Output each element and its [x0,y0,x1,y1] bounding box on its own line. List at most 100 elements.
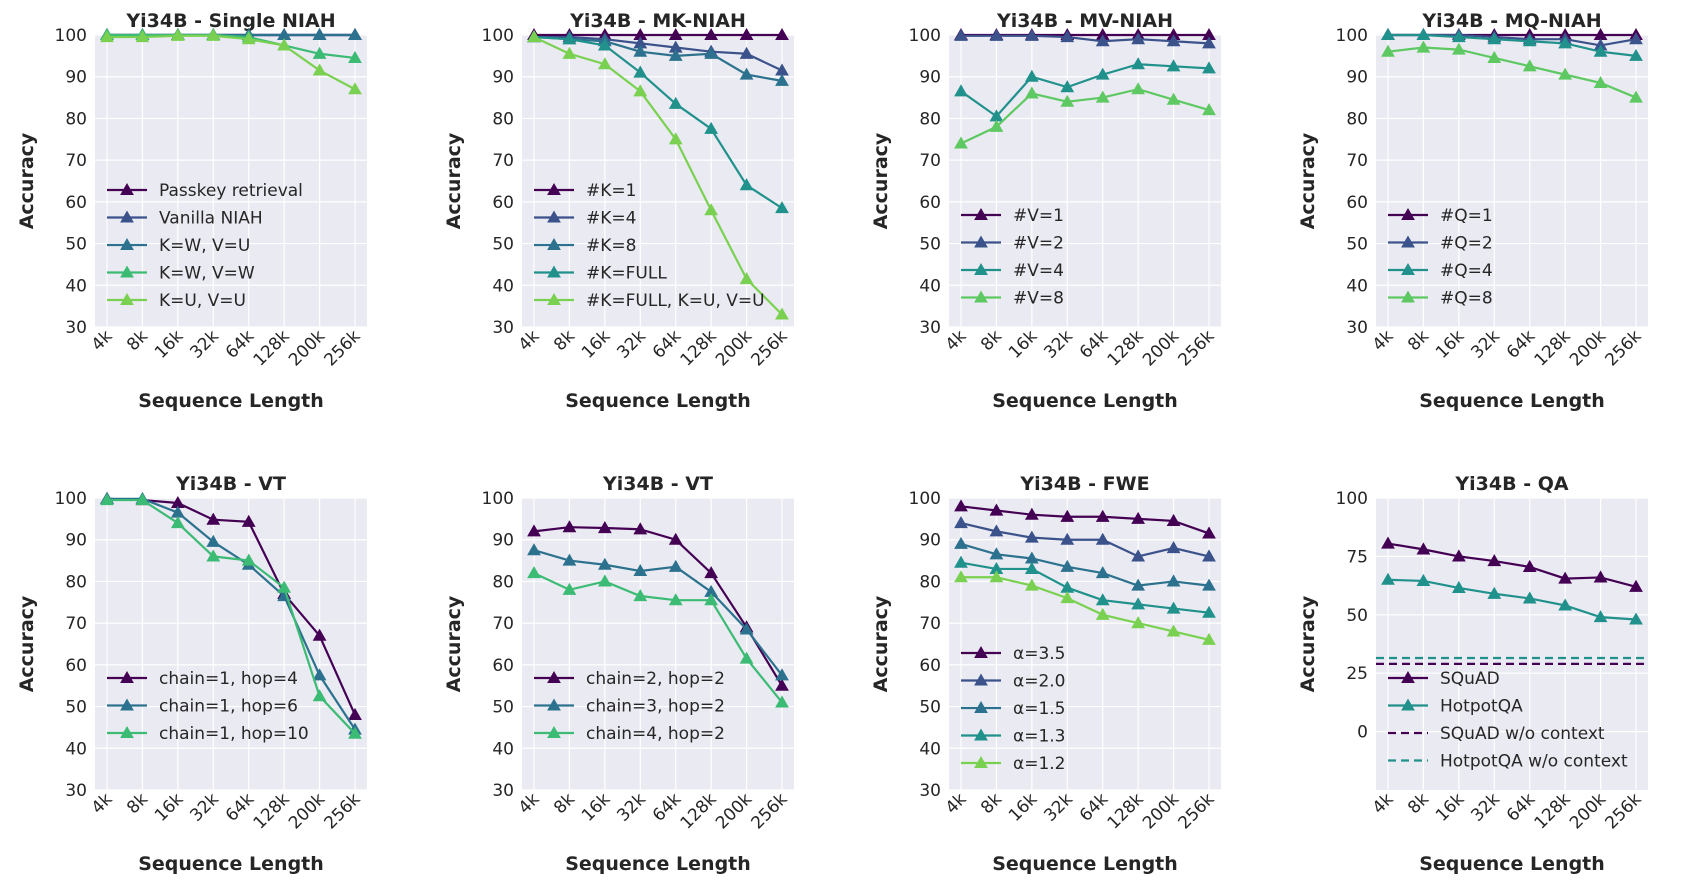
data-point [597,521,612,534]
y-tick-label: 60 [492,656,514,676]
y-tick-label: 25 [1346,664,1368,684]
plot-area [1376,35,1648,327]
data-point [277,580,292,593]
data-point [1095,90,1110,103]
data-point [1487,32,1502,45]
legend-label: chain=1, hop=10 [159,724,309,744]
data-point [1024,561,1039,574]
y-tick-label: 80 [919,109,941,129]
x-tick-label: 16k [1432,789,1469,826]
legend-entry: K=U, V=U [107,291,246,311]
y-tick-label: 30 [65,318,87,338]
x-tick-label: 16k [578,326,615,363]
data-point [1095,566,1110,579]
series-5 [954,570,1216,645]
data-point [1593,570,1608,583]
data-point [348,27,362,41]
series-line [961,576,1210,641]
legend-marker [1401,698,1415,711]
legend-entry: α=3.5 [961,644,1066,664]
legend-label: #V=1 [1013,206,1064,226]
y-tick-label: 40 [65,276,87,296]
series-2 [1381,572,1643,625]
legend-label: #K=4 [586,209,636,229]
data-point [1416,573,1431,586]
series-3 [954,536,1216,591]
data-point [775,695,789,708]
data-point [668,96,683,109]
chart-title: Yi34B - Single NIAH [125,10,335,32]
y-tick-label: 60 [65,656,87,676]
y-tick-label: 60 [1346,193,1368,213]
x-tick-label: 200k [1566,326,1610,370]
x-tick-label: 16k [1005,326,1042,363]
legend-entry: chain=2, hop=2 [534,669,725,689]
data-point [312,27,327,41]
series-4 [954,82,1216,149]
legend-marker [120,210,134,223]
series-2 [954,28,1216,49]
legend-marker [974,755,988,769]
legend-label: #K=FULL [586,264,667,284]
y-tick-label: 60 [919,656,941,676]
x-axis-label: Sequence Length [1419,853,1605,875]
legend-marker [547,265,561,278]
data-point [1593,610,1608,623]
legend-marker [120,237,134,251]
legend-marker [547,210,561,223]
data-point [954,570,968,583]
series-line [1387,46,1637,99]
series-line [533,549,783,676]
x-tick-label: 4k [515,789,544,818]
data-point [1416,40,1431,53]
legend-label: chain=1, hop=6 [159,697,298,717]
series-line [960,63,1210,118]
y-tick-label: 70 [919,614,941,634]
data-point [954,516,968,529]
series-line [107,497,356,731]
data-point [1024,69,1039,82]
data-point [633,65,648,78]
x-tick-label: 16k [578,789,615,826]
series-line [533,36,783,316]
data-point [348,726,362,739]
series-line [960,521,1210,558]
data-point [1558,571,1573,584]
y-tick-label: 100 [1336,26,1368,46]
data-point [597,57,612,70]
data-point [739,651,754,664]
series-line [533,572,783,704]
data-point [989,570,1004,583]
data-point [633,589,648,602]
data-point [954,555,968,568]
data-point [241,553,256,566]
x-tick-label: 8k [123,789,152,818]
y-tick-label: 50 [919,235,941,255]
x-tick-label: 32k [186,789,223,826]
legend-entry: #K=1 [534,181,636,201]
data-point [1202,605,1216,618]
legend-label: chain=3, hop=2 [586,697,725,717]
data-point [633,522,648,535]
x-tick-label: 16k [151,326,188,363]
data-point [1166,92,1181,105]
data-point [206,512,221,525]
data-point [739,622,754,635]
legend-marker [1401,207,1415,221]
legend-entry: HotpotQA [1388,697,1523,717]
y-tick-label: 70 [492,151,514,171]
data-point [1522,591,1537,604]
data-point [562,46,577,59]
legend-label: chain=2, hop=2 [586,669,725,689]
data-point [1381,536,1395,549]
series-1 [1381,536,1643,592]
x-tick-label: 256k [1601,326,1645,370]
y-axis-label: Accuracy [16,132,38,229]
y-tick-label: 70 [65,614,87,634]
data-point [100,493,114,506]
x-tick-label: 128k [1104,789,1148,833]
